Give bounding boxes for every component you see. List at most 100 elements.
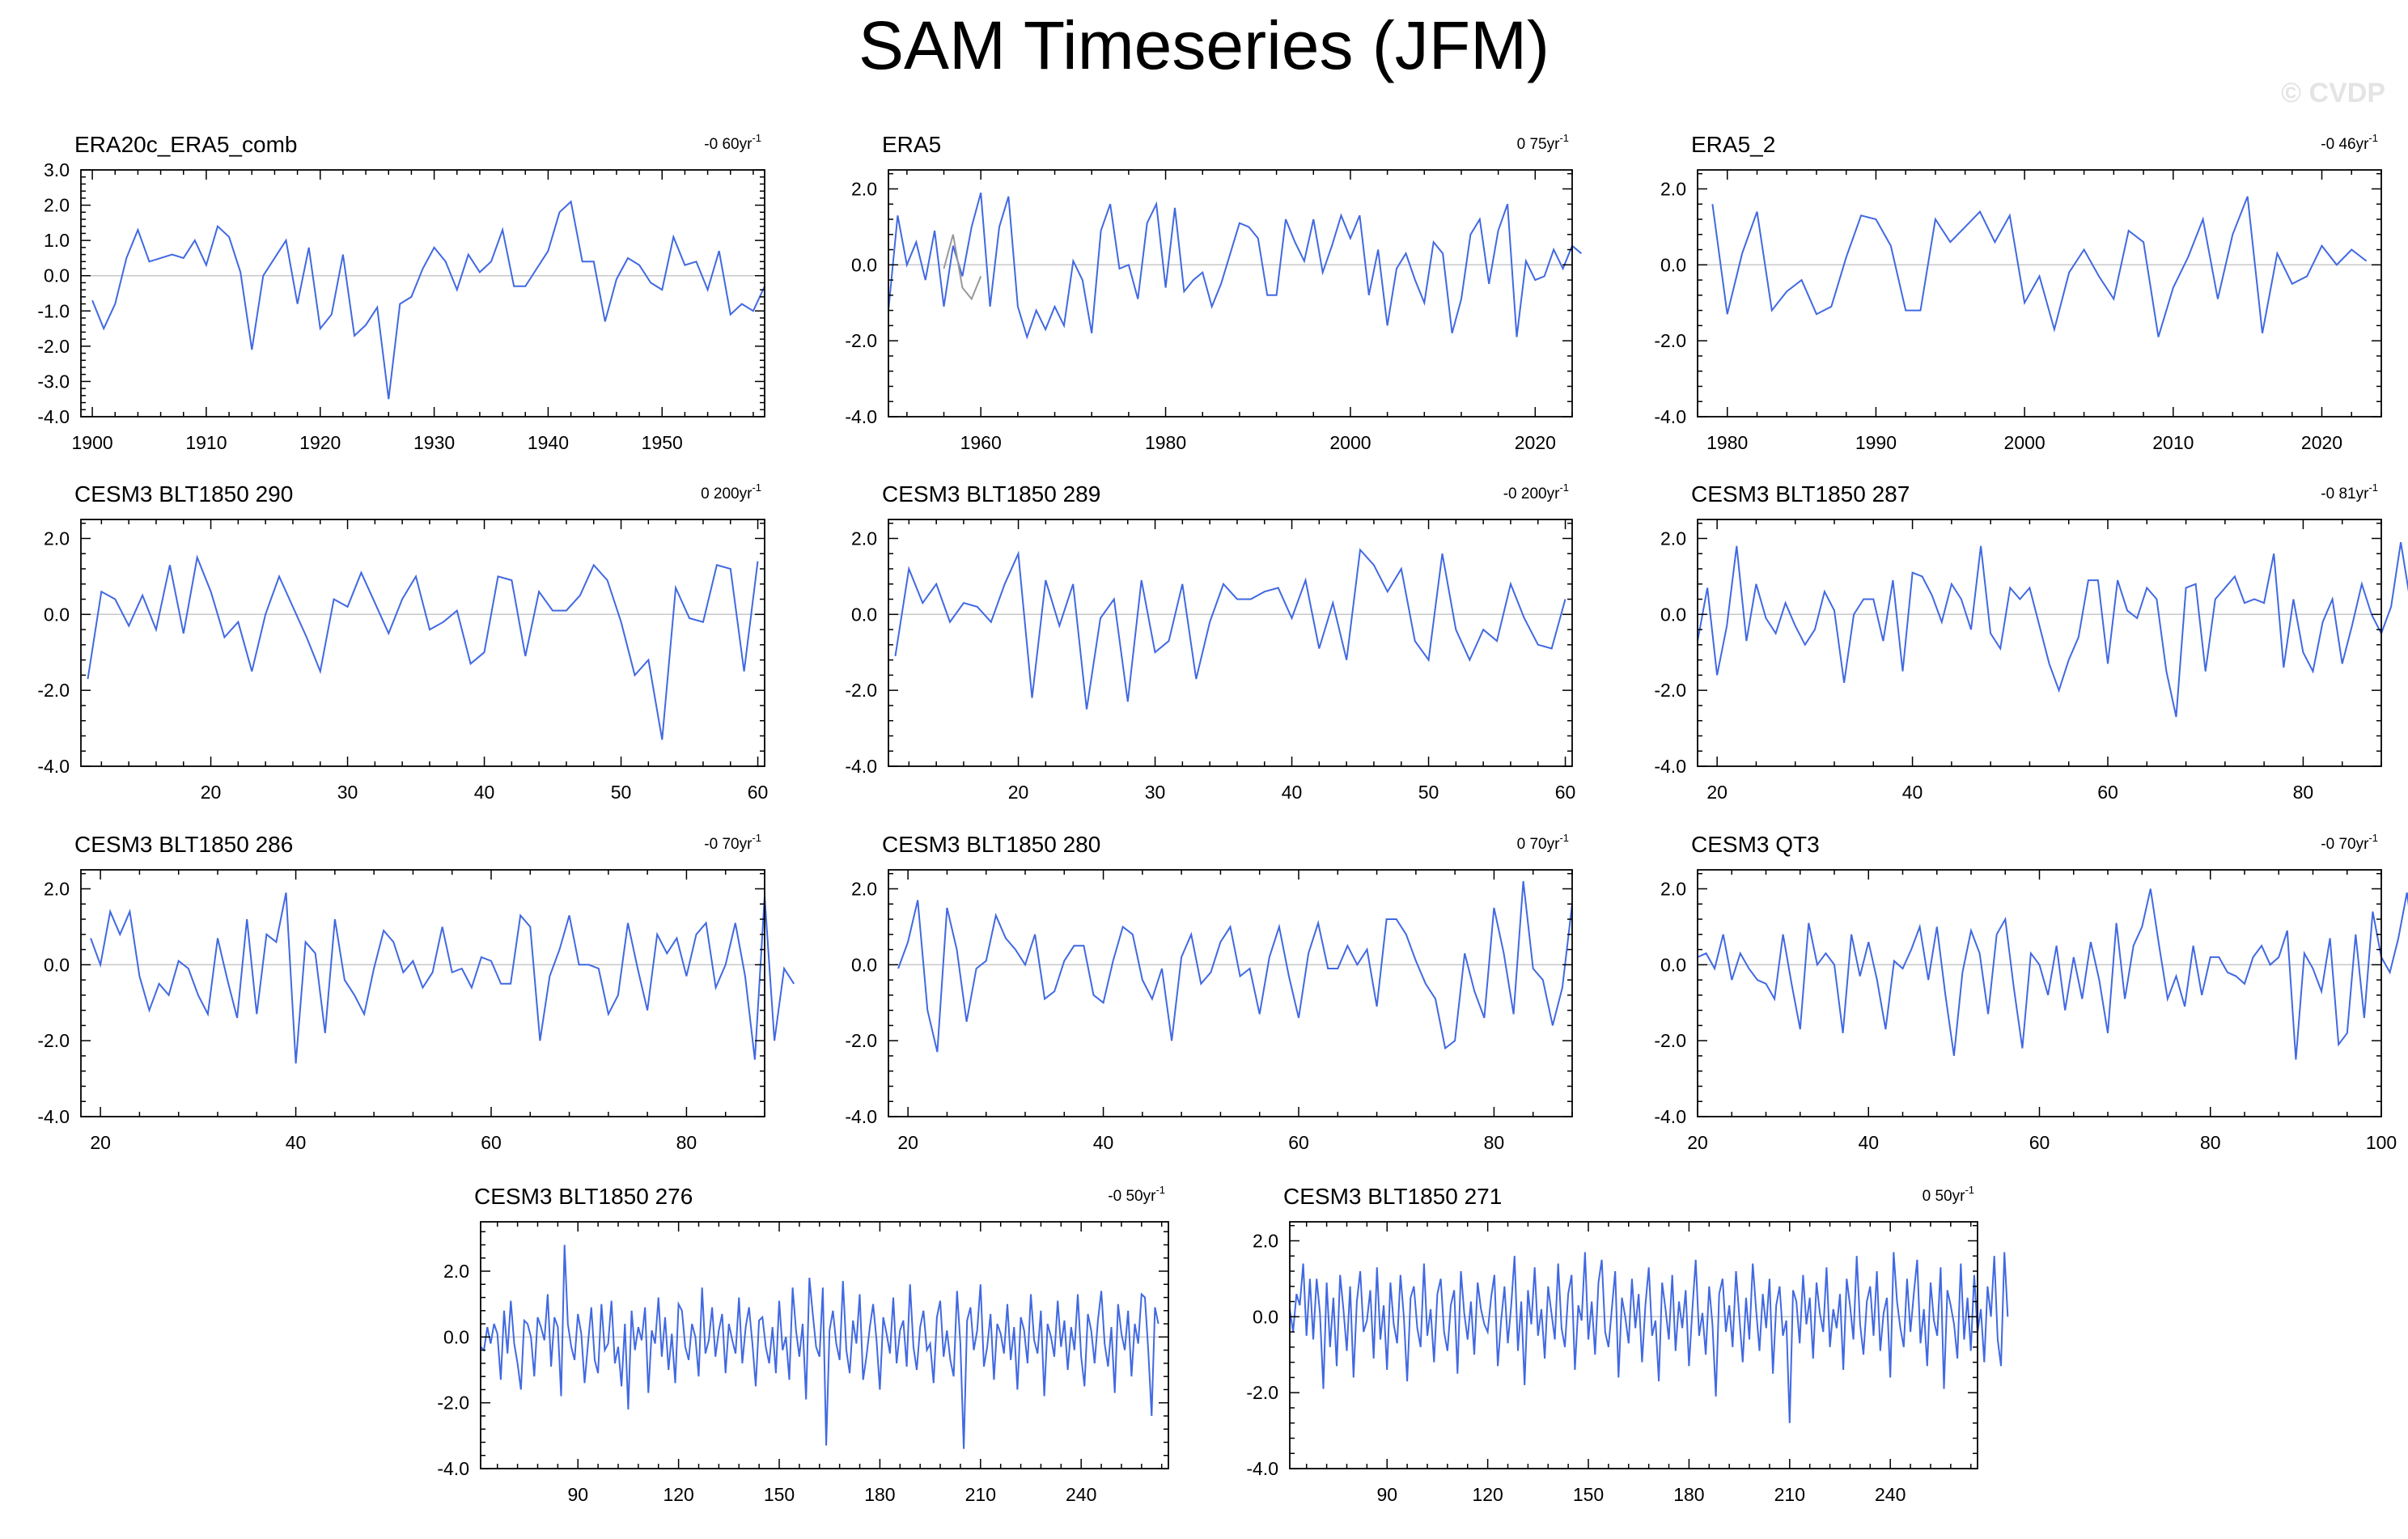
x-tick-label: 20 xyxy=(1687,1132,1708,1153)
trend-label: -0 70yr-1 xyxy=(704,832,761,853)
x-tick-label: 60 xyxy=(481,1132,502,1153)
y-tick-label: -2.0 xyxy=(1654,330,1686,351)
y-tick-label: 0.0 xyxy=(44,265,70,286)
y-tick-label: 2.0 xyxy=(1660,178,1686,199)
series-line-1 xyxy=(90,892,795,1064)
x-tick-label: 1980 xyxy=(1706,432,1748,453)
y-tick-label: -4.0 xyxy=(37,1106,70,1127)
x-tick-label: 1950 xyxy=(642,432,683,453)
x-tick-label: 30 xyxy=(1145,782,1166,803)
y-tick-label: 0.0 xyxy=(1253,1306,1278,1327)
x-tick-label: 2020 xyxy=(2301,432,2342,453)
x-tick-label: 1940 xyxy=(528,432,569,453)
series-line-1 xyxy=(91,200,765,400)
panel-title: CESM3 BLT1850 271 xyxy=(1283,1184,1502,1209)
x-tick-label: 90 xyxy=(567,1484,588,1505)
x-tick-label: 40 xyxy=(1858,1132,1879,1153)
x-tick-label: 90 xyxy=(1376,1484,1397,1505)
y-tick-label: 2.0 xyxy=(1660,528,1686,549)
panel-title: ERA5_2 xyxy=(1691,132,1775,157)
chart-panel-4: -4.0 -2.0 0.0 2.0 20 30 40 50 60 CESM3 BLT1850 29… xyxy=(37,481,768,803)
x-tick-label: 240 xyxy=(1875,1484,1906,1505)
plot-frame xyxy=(888,519,1573,767)
plot-frame xyxy=(888,169,1573,418)
y-tick-label: 2.0 xyxy=(851,178,877,199)
x-tick-label: 1900 xyxy=(71,432,112,453)
plot-frame xyxy=(1289,1221,1978,1469)
trend-label: -0 70yr-1 xyxy=(2321,832,2378,853)
x-tick-label: 100 xyxy=(2366,1132,2397,1153)
plot-frame xyxy=(888,869,1573,1117)
x-tick-label: 2020 xyxy=(1515,432,1556,453)
y-tick-label: -2.0 xyxy=(37,680,70,701)
y-tick-label: 2.0 xyxy=(1253,1230,1278,1251)
x-tick-label: 20 xyxy=(1706,782,1728,803)
x-tick-label: 20 xyxy=(1008,782,1029,803)
x-tick-label: 150 xyxy=(764,1484,795,1505)
chart-panel-6: -4.0 -2.0 0.0 2.0 20 40 60 80 CESM3 BLT1850 287 -… xyxy=(1654,481,2408,803)
x-tick-label: 50 xyxy=(1418,782,1439,803)
y-tick-label: -4.0 xyxy=(845,406,877,427)
trend-label: 0 75yr-1 xyxy=(1517,132,1569,153)
x-tick-label: 1960 xyxy=(960,432,1002,453)
x-tick-label: 60 xyxy=(1555,782,1576,803)
y-tick-label: 2.0 xyxy=(851,878,877,899)
x-tick-label: 210 xyxy=(965,1484,996,1505)
trend-label: 0 70yr-1 xyxy=(1517,832,1569,853)
plot-frame xyxy=(1697,869,2382,1117)
y-tick-label: 0.0 xyxy=(443,1326,469,1347)
y-tick-label: -1.0 xyxy=(37,300,70,321)
panel-title: CESM3 BLT1850 276 xyxy=(474,1184,693,1209)
panel-title: CESM3 BLT1850 280 xyxy=(882,832,1100,857)
panel-title: CESM3 QT3 xyxy=(1691,832,1820,857)
chart-panel-2: -4.0 -2.0 0.0 2.0 1960 1980 2000 2020 ERA5 0 75yr… xyxy=(845,132,1583,453)
y-tick-label: 2.0 xyxy=(44,878,70,899)
x-tick-label: 180 xyxy=(864,1484,895,1505)
x-tick-label: 60 xyxy=(2097,782,2118,803)
trend-label: -0 46yr-1 xyxy=(2321,132,2378,153)
y-tick-label: 0.0 xyxy=(851,604,877,625)
y-tick-label: -2.0 xyxy=(845,330,877,351)
x-tick-label: 40 xyxy=(286,1132,307,1153)
x-tick-label: 30 xyxy=(337,782,358,803)
y-tick-label: -2.0 xyxy=(37,1030,70,1051)
chart-panel-3: -4.0 -2.0 0.0 2.0 1980 1990 2000 2010 2020 ERA5_2… xyxy=(1654,132,2382,453)
x-tick-label: 1980 xyxy=(1145,432,1186,453)
page-title: SAM Timeseries (JFM) xyxy=(858,7,1550,83)
series-line-1 xyxy=(897,880,1573,1053)
y-tick-label: -4.0 xyxy=(1246,1458,1278,1479)
plot-frame xyxy=(80,519,765,767)
y-tick-label: -4.0 xyxy=(845,1106,877,1127)
x-tick-label: 1930 xyxy=(413,432,455,453)
x-tick-label: 1990 xyxy=(1855,432,1897,453)
x-tick-label: 80 xyxy=(2293,782,2314,803)
y-tick-label: 0.0 xyxy=(1660,254,1686,275)
y-tick-label: -2.0 xyxy=(37,336,70,357)
x-tick-label: 20 xyxy=(201,782,222,803)
panel-title: CESM3 BLT1850 286 xyxy=(74,832,293,857)
series-line-1 xyxy=(1289,1252,2009,1423)
x-tick-label: 1910 xyxy=(185,432,227,453)
plot-frame xyxy=(80,169,765,418)
y-tick-label: -2.0 xyxy=(845,680,877,701)
x-tick-label: 40 xyxy=(1282,782,1303,803)
cvdp-watermark: © CVDP xyxy=(2281,78,2385,108)
y-tick-label: -4.0 xyxy=(437,1458,469,1479)
chart-panel-1: -4.0 -3.0 -2.0 -1.0 0.0 1.0 2.0 3.0 1900 1910 1920… xyxy=(37,132,765,453)
y-tick-label: 3.0 xyxy=(44,159,70,180)
x-tick-label: 2000 xyxy=(1329,432,1371,453)
y-tick-label: 0.0 xyxy=(851,254,877,275)
x-tick-label: 2010 xyxy=(2152,432,2194,453)
series-line-2 xyxy=(943,234,982,301)
chart-panel-9: -4.0 -2.0 0.0 2.0 20 40 60 80 100 CESM3 QT3 -0 70y… xyxy=(1654,832,2408,1153)
panel-title: CESM3 BLT1850 289 xyxy=(882,481,1100,507)
series-line-1 xyxy=(888,192,1583,340)
series-line-1 xyxy=(1711,196,2368,337)
y-tick-label: -4.0 xyxy=(37,756,70,777)
x-tick-label: 2000 xyxy=(2004,432,2046,453)
y-tick-label: 0.0 xyxy=(851,954,877,975)
x-tick-label: 240 xyxy=(1066,1484,1096,1505)
x-tick-label: 120 xyxy=(1472,1484,1503,1505)
panel-title: CESM3 BLT1850 290 xyxy=(74,481,293,507)
